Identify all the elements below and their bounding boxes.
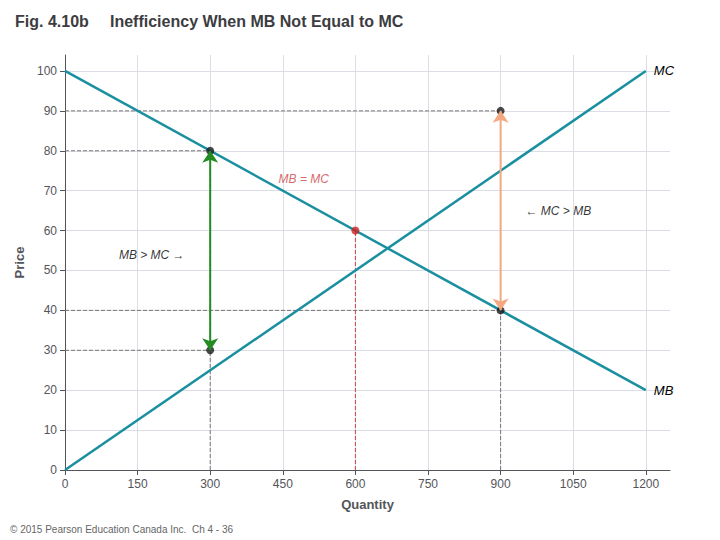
- svg-text:0: 0: [50, 463, 57, 477]
- svg-text:150: 150: [128, 477, 148, 491]
- svg-text:30: 30: [44, 343, 58, 357]
- svg-text:Fig. 4.10b: Fig. 4.10b: [15, 13, 89, 30]
- svg-text:Inefficiency When MB Not Equal: Inefficiency When MB Not Equal to MC: [110, 13, 404, 30]
- svg-text:Price: Price: [12, 247, 27, 279]
- svg-text:80: 80: [44, 144, 58, 158]
- svg-text:MB > MC →: MB > MC →: [119, 248, 185, 262]
- svg-text:← MC > MB: ← MC > MB: [525, 204, 591, 218]
- svg-text:© 2015 Pearson Education Canad: © 2015 Pearson Education Canada Inc. Ch …: [10, 524, 234, 535]
- svg-text:60: 60: [44, 224, 58, 238]
- svg-text:MB = MC: MB = MC: [279, 172, 330, 186]
- svg-text:Quantity: Quantity: [341, 497, 394, 512]
- svg-text:1200: 1200: [632, 477, 659, 491]
- svg-text:1050: 1050: [560, 477, 587, 491]
- svg-text:450: 450: [273, 477, 293, 491]
- svg-text:10: 10: [44, 423, 58, 437]
- svg-text:MC: MC: [654, 63, 675, 78]
- svg-text:50: 50: [44, 263, 58, 277]
- svg-text:100: 100: [37, 64, 57, 78]
- svg-text:MB: MB: [654, 383, 674, 398]
- svg-text:70: 70: [44, 184, 58, 198]
- svg-text:90: 90: [44, 104, 58, 118]
- svg-text:0: 0: [62, 477, 69, 491]
- svg-text:900: 900: [491, 477, 511, 491]
- svg-text:20: 20: [44, 383, 58, 397]
- svg-text:300: 300: [200, 477, 220, 491]
- svg-text:40: 40: [44, 303, 58, 317]
- svg-text:600: 600: [345, 477, 365, 491]
- svg-text:750: 750: [418, 477, 438, 491]
